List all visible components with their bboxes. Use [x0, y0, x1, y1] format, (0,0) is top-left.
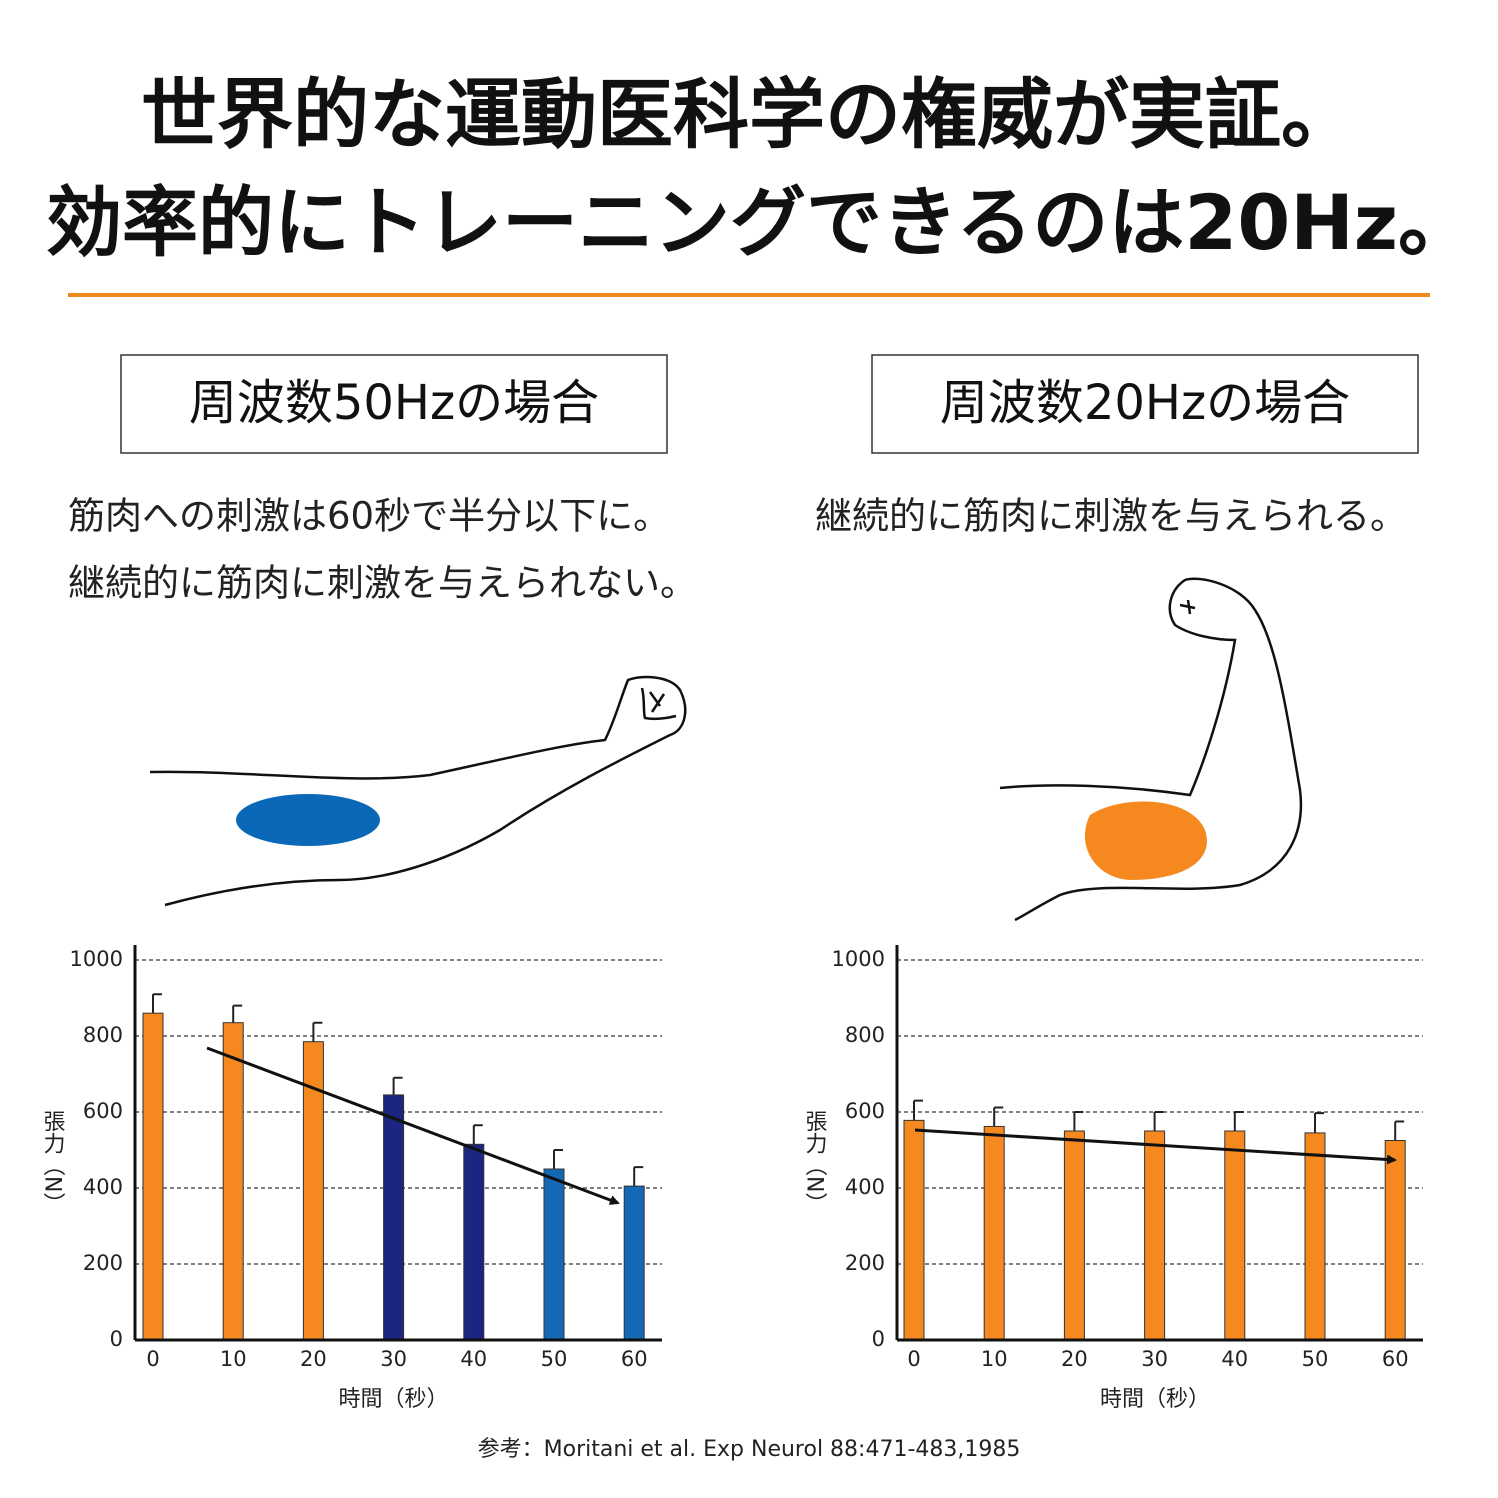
y-tick-label: 600 — [845, 1099, 885, 1123]
error-bar — [1394, 1120, 1405, 1141]
bar — [1384, 1140, 1406, 1341]
error-bar — [472, 1124, 483, 1145]
arm-illustration — [149, 675, 687, 907]
bar — [1304, 1132, 1326, 1341]
bar — [623, 1185, 645, 1341]
x-tick-label: 40 — [460, 1347, 487, 1371]
bar — [383, 1094, 405, 1341]
error-bar — [312, 1021, 323, 1042]
error-bar — [1073, 1111, 1084, 1131]
error-bar — [993, 1106, 1004, 1127]
y-tick-label: 0 — [872, 1327, 885, 1351]
title-line: 世界的な運動医科学の権威が実証。 — [141, 70, 1357, 159]
error-bar — [152, 993, 162, 1014]
muscle — [1084, 801, 1207, 880]
panel-label: 周波数20Hzの場合 — [940, 375, 1350, 431]
trend-arrow — [206, 1046, 620, 1205]
x-tick-label: 50 — [541, 1347, 568, 1371]
y-tick-label: 200 — [845, 1251, 885, 1275]
y-tick-label: 800 — [83, 1023, 123, 1047]
error-bar — [392, 1076, 403, 1095]
panel-text: 筋肉への刺激は60秒で半分以下に。 — [68, 495, 670, 538]
x-tick-label: 10 — [220, 1347, 247, 1371]
x-axis-label: 時間（秒） — [1100, 1387, 1210, 1412]
x-tick-label: 30 — [1141, 1347, 1168, 1371]
bar — [222, 1022, 244, 1341]
error-bar — [553, 1149, 563, 1169]
y-tick-label: 1000 — [832, 947, 885, 971]
bar — [142, 1012, 164, 1341]
error-bar — [232, 1004, 243, 1023]
x-tick-label: 60 — [621, 1347, 648, 1371]
panel-text: 継続的に筋肉に刺激を与えられない。 — [68, 562, 697, 605]
bar — [903, 1119, 925, 1341]
trend-arrow — [914, 1128, 1397, 1165]
error-bar — [1233, 1111, 1244, 1131]
y-tick-label: 1000 — [70, 947, 123, 971]
x-tick-label: 20 — [300, 1347, 327, 1371]
x-tick-label: 0 — [907, 1347, 920, 1371]
muscle — [236, 794, 380, 846]
error-bar — [913, 1099, 923, 1121]
x-tick-label: 10 — [981, 1347, 1008, 1371]
arm-illustration — [999, 577, 1303, 922]
y-tick-label: 400 — [845, 1175, 885, 1199]
y-axis-label: 張力（N） — [40, 1110, 66, 1214]
y-tick-label: 800 — [845, 1023, 885, 1047]
reference: 参考：Moritani et al. Exp Neurol 88:471-483… — [478, 1437, 1021, 1462]
y-tick-label: 0 — [110, 1327, 123, 1351]
y-tick-label: 400 — [83, 1175, 123, 1199]
y-tick-label: 200 — [83, 1251, 123, 1275]
x-tick-label: 20 — [1061, 1347, 1088, 1371]
error-bar — [1314, 1112, 1324, 1133]
x-tick-label: 60 — [1382, 1347, 1409, 1371]
error-bar — [633, 1166, 644, 1187]
bar — [463, 1143, 485, 1341]
bar — [1063, 1130, 1085, 1341]
x-tick-label: 0 — [146, 1347, 159, 1371]
x-tick-label: 30 — [380, 1347, 407, 1371]
panel-text: 継続的に筋肉に刺激を与えられる。 — [815, 495, 1407, 538]
bar — [1144, 1130, 1166, 1341]
x-tick-label: 40 — [1221, 1347, 1248, 1371]
label-box — [120, 354, 668, 454]
y-axis-label: 張力（N） — [802, 1110, 828, 1214]
bar — [983, 1125, 1005, 1341]
bar — [1224, 1130, 1246, 1341]
error-bar — [1153, 1111, 1164, 1131]
x-axis-label: 時間（秒） — [338, 1387, 448, 1412]
panel-label: 周波数50Hzの場合 — [189, 375, 599, 431]
bar — [543, 1168, 565, 1341]
x-tick-label: 50 — [1302, 1347, 1329, 1371]
label-box — [871, 354, 1419, 454]
title-line: 効率的にトレーニングできるのは20Hz。 — [46, 178, 1474, 267]
y-tick-label: 600 — [83, 1099, 123, 1123]
